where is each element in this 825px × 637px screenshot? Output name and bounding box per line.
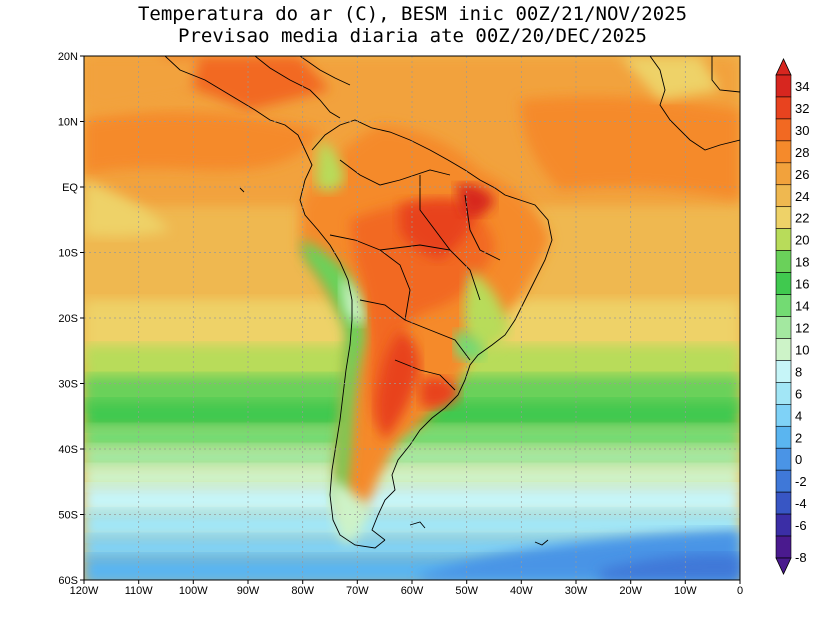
lat-label: EQ	[62, 182, 78, 194]
lon-label: 100W	[179, 585, 208, 597]
colorbar-label: 22	[795, 211, 809, 226]
colorbar-label: 12	[795, 320, 809, 335]
lon-label: 50W	[455, 585, 478, 597]
colorbar-max-arrow	[775, 58, 792, 76]
colorbar-label: 6	[795, 386, 802, 401]
colorbar-swatch	[775, 228, 792, 251]
colorbar-swatch	[775, 74, 792, 98]
colorbar-swatch	[775, 513, 792, 537]
colorbar-label: 2	[795, 430, 802, 445]
colorbar-swatch	[775, 206, 792, 229]
colorbar-label: -8	[795, 550, 807, 565]
graticule	[84, 56, 740, 580]
colorbar-swatch	[775, 96, 792, 120]
colorbar-label: 20	[795, 233, 809, 248]
lon-label: 90W	[237, 585, 260, 597]
latitude-labels: 20N 10N EQ 10S 20S 30S 40S 50S 60S	[58, 51, 79, 587]
lat-label: 30S	[58, 379, 78, 391]
colorbar-swatch	[775, 447, 792, 471]
colorbar-label: 10	[795, 342, 809, 357]
lon-label: 30W	[565, 585, 588, 597]
colorbar-label: 4	[795, 408, 802, 423]
colorbar-label: 30	[795, 123, 809, 138]
colorbar-swatch	[775, 360, 792, 383]
lon-label: 110W	[125, 585, 154, 597]
lon-label: 0	[737, 585, 743, 597]
lat-label: 40S	[58, 444, 78, 456]
colorbar-min-arrow	[775, 557, 792, 575]
colorbar-swatch	[775, 316, 792, 339]
colorbar-label: 0	[795, 452, 802, 467]
colorbar-label: 34	[795, 79, 809, 94]
map-title-line-2: Previsao media diaria ate 00Z/20/DEC/202…	[178, 25, 647, 47]
axis-ticks	[80, 55, 741, 584]
lon-label: 40W	[510, 585, 533, 597]
lat-label: 20S	[58, 313, 78, 325]
colorbar-label: -2	[795, 474, 807, 489]
lat-label: 20N	[58, 51, 78, 63]
colorbar-label: 26	[795, 167, 809, 182]
longitude-labels: 120W 110W 100W 90W 80W 70W 60W 50W 40W 3…	[70, 585, 743, 597]
colorbar-label: -4	[795, 496, 807, 511]
colorbar-swatch	[775, 469, 792, 493]
colorbar-swatch	[775, 250, 792, 273]
colorbar-swatch	[775, 425, 792, 449]
colorbar-swatch	[775, 140, 792, 164]
colorbar-label: 8	[795, 364, 802, 379]
lon-label: 60W	[401, 585, 424, 597]
temperature-field	[84, 56, 740, 580]
colorbar-swatch	[775, 118, 792, 142]
lon-label: 20W	[619, 585, 642, 597]
colorbar-label: 18	[795, 255, 809, 270]
colorbar-swatch	[775, 404, 792, 427]
colorbar-swatch	[775, 535, 792, 559]
colorbar-label: 24	[795, 189, 809, 204]
coastlines	[164, 56, 740, 549]
colorbar-label: -6	[795, 518, 807, 533]
colorbar-label: 16	[795, 277, 809, 292]
lon-label: 120W	[70, 585, 99, 597]
colorbar-swatch	[775, 184, 792, 208]
map-title-line-1: Temperatura do ar (C), BESM inic 00Z/21/…	[137, 3, 688, 25]
colorbar-label: 32	[795, 101, 809, 116]
colorbar-swatch	[775, 272, 792, 295]
lon-label: 70W	[346, 585, 369, 597]
colorbar-swatch	[775, 491, 792, 515]
colorbar-label: 28	[795, 145, 809, 160]
colorbar-swatch	[775, 294, 792, 317]
colorbar-swatch	[775, 382, 792, 405]
colorbar-swatch	[775, 338, 792, 361]
lat-label: 50S	[58, 510, 78, 522]
lat-label: 10S	[58, 248, 78, 260]
lat-label: 10N	[58, 117, 78, 129]
lat-label: 60S	[58, 575, 78, 587]
colorbar-label: 14	[795, 299, 809, 314]
colorbar-swatch	[775, 162, 792, 186]
lon-label: 10W	[674, 585, 697, 597]
lon-label: 80W	[291, 585, 314, 597]
